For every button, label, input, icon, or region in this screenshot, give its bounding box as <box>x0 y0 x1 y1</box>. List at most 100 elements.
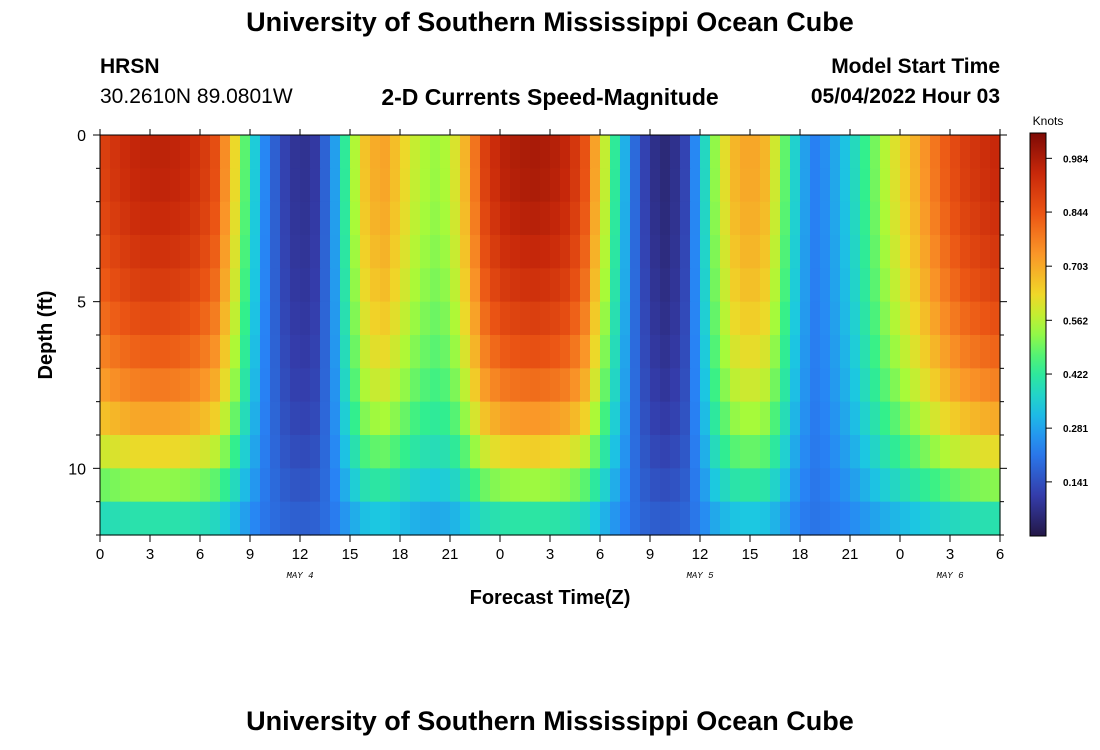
heatmap-cell <box>150 335 161 369</box>
heatmap-cell <box>810 468 821 503</box>
heatmap-cell <box>210 235 221 269</box>
heatmap-cell <box>860 435 871 469</box>
heatmap-cell <box>840 368 851 403</box>
heatmap-cell <box>430 168 441 203</box>
heatmap-cell <box>310 168 321 203</box>
heatmap-cell <box>480 168 491 203</box>
heatmap-cell <box>470 335 481 369</box>
heatmap-cell <box>980 268 991 303</box>
heatmap-cell <box>990 135 1001 169</box>
heatmap-cell <box>830 435 841 469</box>
heatmap-cell <box>970 201 981 236</box>
heatmap-cell <box>420 335 431 369</box>
heatmap-cell <box>470 168 481 203</box>
heatmap-cell <box>500 301 511 336</box>
heatmap-cell <box>310 268 321 303</box>
heatmap-cell <box>200 335 211 369</box>
heatmap-cell <box>810 401 821 436</box>
heatmap-cell <box>720 435 731 469</box>
heatmap-cell <box>990 401 1001 436</box>
heatmap-cell <box>880 235 891 269</box>
heatmap-cell <box>410 168 421 203</box>
heatmap-cell <box>400 368 411 403</box>
heatmap-cell <box>500 201 511 236</box>
heatmap-cell <box>810 335 821 369</box>
heatmap-cell <box>570 335 581 369</box>
heatmap-cell <box>250 401 261 436</box>
heatmap-cell <box>180 301 191 336</box>
heatmap-cell <box>430 368 441 403</box>
heatmap-cell <box>590 268 601 303</box>
heatmap-cell <box>500 501 511 536</box>
heatmap-cell <box>630 201 641 236</box>
heatmap-cell <box>440 368 451 403</box>
heatmap-cell <box>550 168 561 203</box>
heatmap-cell <box>450 501 461 536</box>
heatmap-cell <box>230 335 241 369</box>
heatmap-cell <box>100 401 111 436</box>
heatmap-cell <box>150 501 161 536</box>
heatmap-cell <box>460 168 471 203</box>
heatmap-cell <box>560 135 571 169</box>
heatmap-cell <box>570 435 581 469</box>
heatmap-cell <box>640 235 651 269</box>
heatmap-cell <box>130 335 141 369</box>
heatmap-cell <box>420 168 431 203</box>
heatmap-cell <box>400 501 411 536</box>
heatmap-cell <box>870 268 881 303</box>
heatmap-cell <box>460 501 471 536</box>
heatmap-cell <box>420 235 431 269</box>
heatmap-cell <box>810 235 821 269</box>
heatmap-cell <box>810 135 821 169</box>
heatmap-cell <box>390 168 401 203</box>
heatmap-cell <box>460 201 471 236</box>
heatmap-cell <box>910 168 921 203</box>
heatmap-cell <box>980 235 991 269</box>
heatmap-cell <box>710 368 721 403</box>
heatmap-cell <box>990 335 1001 369</box>
heatmap-cell <box>200 468 211 503</box>
heatmap-cell <box>680 268 691 303</box>
heatmap-cell <box>540 401 551 436</box>
heatmap-cell <box>340 468 351 503</box>
x-tick-label: 3 <box>946 546 954 563</box>
heatmap-cell <box>790 168 801 203</box>
heatmap-cell <box>280 201 291 236</box>
heatmap-cell <box>550 201 561 236</box>
heatmap-cell <box>640 335 651 369</box>
heatmap-cell <box>830 201 841 236</box>
heatmap-cell <box>370 301 381 336</box>
heatmap-cell <box>350 335 361 369</box>
heatmap-cell <box>450 301 461 336</box>
heatmap-cell <box>350 201 361 236</box>
heatmap-cell <box>890 501 901 536</box>
heatmap-cell <box>650 368 661 403</box>
y-axis-label: Depth (ft) <box>35 291 57 380</box>
heatmap-cell <box>970 501 981 536</box>
heatmap-cell <box>910 368 921 403</box>
heatmap-cell <box>190 135 201 169</box>
heatmap-cell <box>210 401 221 436</box>
heatmap-cell <box>700 168 711 203</box>
heatmap-cell <box>930 168 941 203</box>
heatmap-cell <box>860 335 871 369</box>
heatmap-cell <box>430 201 441 236</box>
heatmap-cell <box>150 468 161 503</box>
heatmap-cell <box>860 468 871 503</box>
heatmap-cell <box>790 135 801 169</box>
heatmap-cell <box>580 301 591 336</box>
heatmap-cell <box>460 368 471 403</box>
station-code: HRSN <box>100 55 160 78</box>
heatmap-cell <box>300 501 311 536</box>
heatmap-cell <box>330 501 341 536</box>
heatmap-cell <box>320 501 331 536</box>
heatmap-cell <box>810 301 821 336</box>
heatmap-cell <box>470 135 481 169</box>
heatmap-cell <box>490 468 501 503</box>
heatmap-cell <box>520 435 531 469</box>
heatmap-cell <box>800 468 811 503</box>
heatmap-cell <box>940 468 951 503</box>
heatmap-cell <box>730 201 741 236</box>
heatmap-cell <box>740 468 751 503</box>
heatmap-cell <box>180 268 191 303</box>
